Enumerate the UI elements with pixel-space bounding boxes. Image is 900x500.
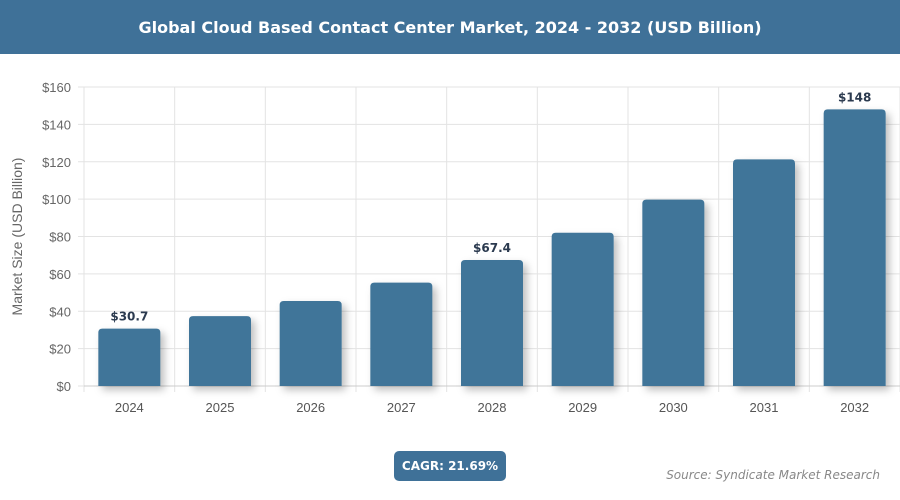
y-tick-label: $40 bbox=[49, 304, 71, 319]
bar-2032 bbox=[823, 109, 886, 387]
bar-2030 bbox=[642, 199, 705, 386]
x-tick-label: 2028 bbox=[478, 400, 507, 415]
x-tick-label: 2030 bbox=[659, 400, 688, 415]
x-tick-label: 2027 bbox=[387, 400, 416, 415]
data-label: $148 bbox=[838, 90, 871, 104]
data-label: $67.4 bbox=[473, 241, 511, 255]
x-tick-label: 2029 bbox=[568, 400, 597, 415]
cagr-badge: CAGR: 21.69% bbox=[394, 451, 506, 481]
bar-2031 bbox=[733, 159, 795, 386]
x-tick-label: 2031 bbox=[750, 400, 779, 415]
x-tick-label: 2032 bbox=[840, 400, 869, 415]
bar-2025 bbox=[189, 316, 251, 386]
y-tick-label: $20 bbox=[49, 342, 71, 357]
y-tick-label: $120 bbox=[42, 155, 71, 170]
bar-chart: $0 $20 $40 $60 $80 $100 $120 $140 $160 2024 $30.7 2… bbox=[9, 80, 900, 415]
data-label: $30.7 bbox=[110, 310, 148, 324]
y-tick-label: $0 bbox=[57, 379, 71, 394]
chart-title: Global Cloud Based Contact Center Market… bbox=[0, 0, 900, 54]
y-axis-label: Market Size (USD Billion) bbox=[9, 158, 25, 316]
bar-2024 bbox=[98, 328, 161, 386]
y-tick-label: $160 bbox=[42, 80, 71, 95]
bar-2028 bbox=[461, 260, 523, 386]
source-note: Source: Syndicate Market Research bbox=[666, 468, 880, 482]
bar-2027 bbox=[370, 282, 433, 386]
y-tick-label: $100 bbox=[42, 192, 71, 207]
bar-2026 bbox=[279, 300, 342, 386]
y-tick-label: $60 bbox=[49, 267, 71, 282]
y-tick-label: $140 bbox=[42, 117, 71, 132]
x-tick-label: 2026 bbox=[296, 400, 325, 415]
y-tick-label: $80 bbox=[49, 230, 71, 245]
x-tick-label: 2025 bbox=[206, 400, 235, 415]
x-tick-label: 2024 bbox=[115, 400, 144, 415]
bar-2029 bbox=[551, 232, 614, 386]
